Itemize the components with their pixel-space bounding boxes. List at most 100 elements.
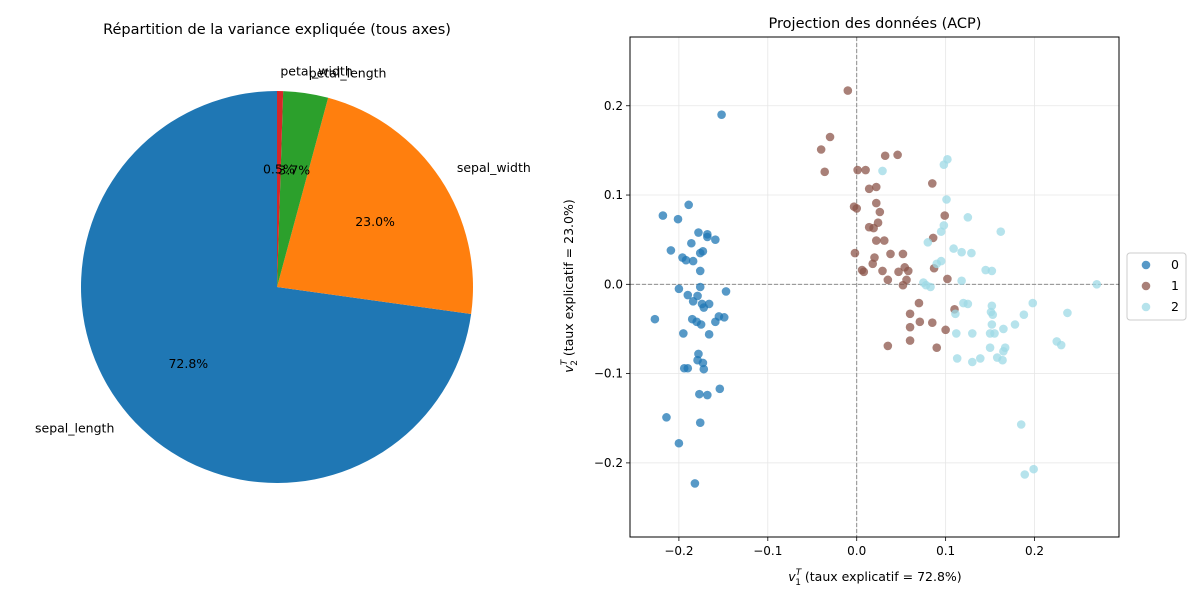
scatter-point-class-1: [853, 165, 862, 175]
y-tick-label: 0.1: [604, 188, 623, 202]
scatter-point-class-1: [932, 343, 942, 353]
scatter-point-class-1: [905, 336, 915, 345]
scatter-point-class-1: [893, 150, 902, 160]
scatter-point-class-0: [695, 389, 704, 399]
scatter-point-class-0: [658, 211, 668, 220]
scatter-point-class-0: [687, 238, 696, 248]
pie-chart: Répartition de la variance expliquée (to…: [35, 22, 531, 483]
pie-slice-sepal-length: [80, 91, 472, 483]
scatter-point-class-2: [976, 354, 985, 363]
scatter-point-class-1: [898, 280, 908, 290]
scatter-point-class-1: [871, 182, 881, 192]
scatter-point-class-2: [1063, 308, 1072, 318]
scatter-point-class-2: [998, 355, 1007, 365]
scatter-point-class-0: [688, 296, 698, 306]
scatter-point-class-2: [951, 329, 961, 338]
scatter-point-class-0: [717, 110, 726, 119]
scatter-point-class-2: [1019, 310, 1029, 319]
scatter-point-class-1: [883, 275, 893, 285]
scatter-title: Projection des données (ACP): [769, 16, 982, 32]
scatter-point-class-1: [861, 165, 870, 175]
legend-marker: [1141, 281, 1151, 291]
pie-slice-petal-length: [277, 91, 329, 288]
scatter-point-class-1: [871, 236, 881, 245]
x-tick-label: 0.1: [936, 544, 955, 558]
pie-percent-label: 23.0%: [355, 214, 395, 229]
scatter-point-class-2: [987, 320, 997, 329]
scatter-point-class-2: [967, 248, 976, 258]
x-tick-label: 0.0: [847, 544, 866, 558]
scatter-point-class-1: [940, 211, 950, 220]
pie-percent-label: 3.7%: [278, 163, 310, 178]
scatter-point-class-1: [859, 267, 869, 277]
scatter-point-class-0: [690, 479, 700, 488]
scatter-point-class-2: [919, 278, 928, 287]
scatter-point-class-2: [1028, 298, 1038, 308]
scatter-point-class-2: [988, 310, 998, 319]
scatter-point-class-2: [1010, 320, 1020, 329]
scatter-point-class-0: [703, 232, 712, 242]
scatter-point-class-2: [1029, 464, 1038, 474]
scatter-point-class-2: [949, 244, 958, 253]
x-tick-label: 0.2: [1025, 544, 1044, 558]
scatter-point-class-0: [683, 290, 693, 300]
scatter-point-class-2: [990, 329, 999, 338]
scatter-point-class-1: [894, 267, 903, 277]
scatter-point-class-2: [985, 343, 995, 353]
y-axis-label: vT2 (taux explicatif = 23.0%): [560, 199, 580, 372]
scatter-point-class-1: [868, 259, 878, 269]
scatter-point-class-2: [878, 166, 887, 176]
scatter-point-class-2: [999, 324, 1008, 334]
scatter-point-class-0: [684, 200, 693, 210]
scatter-point-class-2: [1016, 420, 1026, 429]
scatter-point-class-1: [852, 204, 862, 213]
scatter-point-class-0: [719, 313, 729, 322]
scatter-point-class-0: [715, 384, 725, 394]
scatter-point-class-0: [698, 246, 708, 256]
scatter-point-class-2: [951, 309, 960, 319]
scatter-point-class-0: [694, 228, 703, 237]
x-axis-label: vT 1 (taux explicatif = 72.8%): [788, 568, 961, 588]
scatter-point-class-2: [1056, 340, 1066, 350]
scatter-point-class-1: [905, 322, 915, 332]
scatter-point-class-0: [666, 246, 676, 255]
scatter-point-class-0: [674, 284, 684, 294]
scatter-point-class-1: [825, 132, 835, 142]
pie-title: Répartition de la variance expliquée (to…: [103, 22, 451, 38]
scatter-point-class-0: [688, 256, 698, 266]
x-tick-label: −0.2: [664, 544, 693, 558]
scatter-point-class-1: [905, 309, 915, 319]
legend-marker: [1141, 302, 1151, 312]
scatter-point-class-0: [696, 320, 706, 329]
scatter-point-class-0: [681, 255, 691, 265]
scatter-point-class-0: [695, 282, 705, 292]
pie-label: sepal_length: [35, 421, 114, 436]
scatter-point-class-2: [987, 266, 997, 276]
scatter-point-class-0: [704, 330, 714, 339]
scatter-point-class-1: [915, 317, 925, 327]
scatter-point-class-2: [999, 346, 1008, 356]
scatter-point-class-0: [650, 314, 660, 324]
pie-slice-sepal-width: [277, 97, 473, 315]
scatter-point-class-0: [674, 438, 684, 448]
scatter-point-class-2: [957, 276, 966, 286]
pie-label: petal_length: [309, 66, 387, 81]
scatter-point-class-1: [898, 249, 908, 259]
scatter-point-class-2: [968, 329, 977, 338]
scatter-point-class-2: [942, 195, 951, 204]
scatter-point-class-2: [1020, 470, 1030, 479]
legend-label: 2: [1171, 299, 1179, 314]
scatter-point-class-1: [883, 341, 893, 351]
scatter-chart: Projection des données (ACP) −0.2 −0.1 0.0…: [560, 16, 1187, 588]
pie-label: petal_width: [280, 63, 352, 78]
scatter-point-class-2: [932, 259, 942, 269]
scatter-point-class-1: [903, 266, 913, 276]
scatter-point-class-0: [695, 266, 705, 276]
scatter-point-class-1: [869, 223, 878, 233]
y-tick-label: −0.2: [594, 456, 623, 470]
reference-lines: [630, 37, 1119, 537]
legend: 0 1 2: [1126, 252, 1187, 321]
scatter-point-class-1: [864, 184, 874, 194]
scatter-point-class-1: [843, 86, 853, 95]
